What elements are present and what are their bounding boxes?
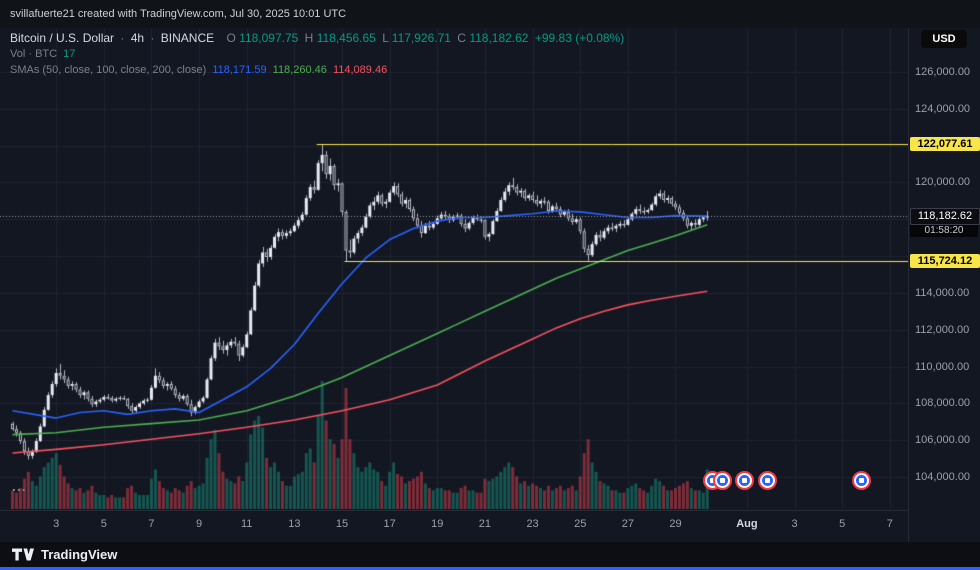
change-value: +99.83 (+0.08%) <box>534 31 625 45</box>
time-axis-label: 3 <box>53 518 60 530</box>
open-label: O <box>226 31 236 45</box>
event-logo-icon <box>716 475 728 486</box>
price-axis-label: 110,000.00 <box>915 360 970 373</box>
bottom-toolbar: TradingView <box>0 542 980 567</box>
time-axis-label: 13 <box>288 518 301 530</box>
tradingview-logo-text[interactable]: TradingView <box>41 547 118 562</box>
volume-label[interactable]: Vol · BTC <box>10 48 58 60</box>
time-axis-label: Aug <box>736 518 758 530</box>
price-axis-label: 124,000.00 <box>915 102 971 115</box>
time-axis-label: 27 <box>621 518 634 530</box>
event-marker-icon[interactable] <box>734 471 754 490</box>
time-axis-label: 7 <box>886 518 893 530</box>
chart-legend: Bitcoin / U.S. Dollar · 4h · BINANCE O 1… <box>10 30 627 78</box>
price-axis-label: 112,000.00 <box>915 323 970 336</box>
price-axis-label: 108,000.00 <box>915 397 971 410</box>
bar-countdown-label: 01:58:20 <box>910 224 978 237</box>
low-label: L <box>382 31 389 45</box>
symbol-row: Bitcoin / U.S. Dollar · 4h · BINANCE O 1… <box>10 30 627 46</box>
event-logo-icon <box>706 475 718 486</box>
time-axis-label: 17 <box>383 518 396 530</box>
time-axis-label: 15 <box>335 518 349 530</box>
bottom-accent-bar <box>0 567 980 570</box>
sma200-value: 114,089.46 <box>332 64 388 76</box>
currency-button[interactable]: USD <box>921 30 967 48</box>
interval-label[interactable]: 4h <box>130 31 145 45</box>
attribution-bar: svillafuerte21 created with TradingView.… <box>0 0 980 28</box>
time-axis-label: 5 <box>100 518 107 530</box>
symbol-title[interactable]: Bitcoin / U.S. Dollar <box>10 31 115 45</box>
time-axis-label: 29 <box>669 518 682 530</box>
time-axis-label: 25 <box>574 518 587 530</box>
volume-row: Vol · BTC 17 <box>10 46 627 62</box>
price-axis-label: 126,000.00 <box>915 66 971 78</box>
volume-value: 17 <box>63 48 76 60</box>
more-indicators-ellipsis[interactable]: ... <box>12 478 27 494</box>
time-axis-label: 3 <box>791 518 798 530</box>
time-axis-label: 19 <box>431 518 444 530</box>
time-axis-label: 21 <box>478 518 492 530</box>
price-axis-label: 106,000.00 <box>915 434 971 447</box>
candlestick-chart[interactable] <box>0 28 908 510</box>
separator-dot: · <box>120 31 125 45</box>
separator-dot: · <box>150 31 155 45</box>
event-marker-icon[interactable] <box>712 471 732 490</box>
sma-label[interactable]: SMAs (50, close, 100, close, 200, close) <box>10 64 207 76</box>
high-value: 118,456.65 <box>316 31 376 45</box>
time-axis[interactable]: 3 5 7 9 11 13 15 17 19 21 23 25 27 29 Aug 3 5 7 <box>0 510 908 542</box>
time-axis-label: 11 <box>241 518 253 530</box>
tradingview-logo-icon[interactable] <box>12 548 34 561</box>
open-value: 118,097.75 <box>239 31 299 45</box>
close-label: C <box>457 31 466 45</box>
price-axis-label: 114,000.00 <box>915 286 970 299</box>
event-logo-icon <box>856 475 868 486</box>
low-value: 117,926.71 <box>391 31 451 45</box>
last-price-label: 118,182.62 <box>910 207 980 225</box>
event-marker-icon[interactable] <box>758 471 778 490</box>
alert-price-label[interactable]: 115,724.12 <box>910 254 980 269</box>
time-axis-label: 7 <box>148 518 155 530</box>
event-marker-icon[interactable] <box>852 471 872 490</box>
sma-row: SMAs (50, close, 100, close, 200, close)… <box>10 62 627 78</box>
alert-price-label[interactable]: 122,077.61 <box>910 137 980 152</box>
chart-area: Bitcoin / U.S. Dollar · 4h · BINANCE O 1… <box>0 28 980 542</box>
price-axis-label: 104,000.00 <box>915 471 971 483</box>
sma50-value: 118,171.59 <box>212 64 267 76</box>
time-axis-label: 5 <box>839 518 846 530</box>
price-axis-label: 120,000.00 <box>915 176 971 189</box>
event-logo-icon <box>738 475 750 486</box>
close-value: 118,182.62 <box>469 31 529 45</box>
time-axis-label: 23 <box>526 518 539 530</box>
time-axis-label: 9 <box>196 518 203 530</box>
high-label: H <box>304 31 314 45</box>
event-logo-icon <box>762 475 774 486</box>
exchange-label: BINANCE <box>160 31 215 45</box>
sma100-value: 118,260.46 <box>272 64 327 76</box>
attribution-text: svillafuerte21 created with TradingView.… <box>10 8 347 20</box>
price-axis[interactable]: 126,000.00 124,000.00 120,000.00 114,000.00… <box>908 28 980 542</box>
